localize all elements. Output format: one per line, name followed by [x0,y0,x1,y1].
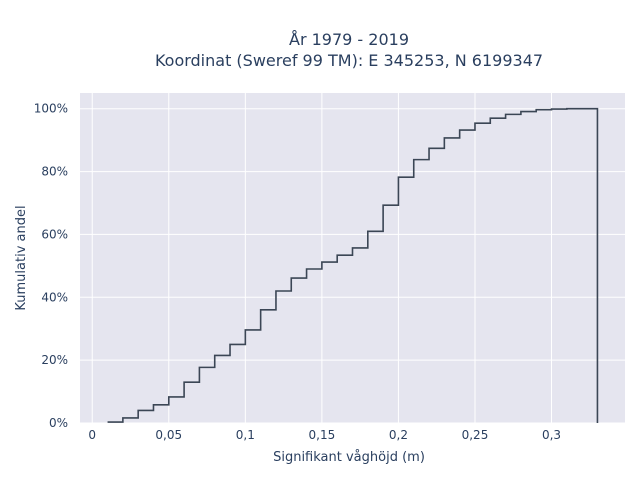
plot-area [80,93,625,423]
y-tick-label: 0% [49,416,68,430]
chart-subtitle: Koordinat (Sweref 99 TM): E 345253, N 61… [155,51,543,70]
x-tick-label: 0,3 [542,428,561,442]
x-tick-label: 0 [88,428,96,442]
y-tick-label: 60% [41,227,68,241]
y-tick-label: 100% [34,102,68,116]
tick-labels: 0 0,05 0,1 0,15 0,2 0,25 0,3 0% 20% 40% 60% 80% 100% [34,102,561,442]
y-axis-label: Kumulativ andel [14,205,29,310]
grid-lines [80,93,625,424]
x-tick-label: 0,05 [155,428,182,442]
x-tick-label: 0,15 [309,428,336,442]
y-tick-label: 40% [41,290,68,304]
series-layer [107,107,599,423]
y-tick-label: 20% [41,353,68,367]
x-tick-label: 0,2 [389,428,408,442]
chart-title: År 1979 - 2019 [289,30,409,49]
y-tick-label: 80% [41,165,68,179]
cdf-step-line [107,107,599,423]
x-tick-label: 0,1 [236,428,255,442]
x-tick-label: 0,25 [462,428,489,442]
x-axis-label: Signifikant våghöjd (m) [273,450,425,465]
